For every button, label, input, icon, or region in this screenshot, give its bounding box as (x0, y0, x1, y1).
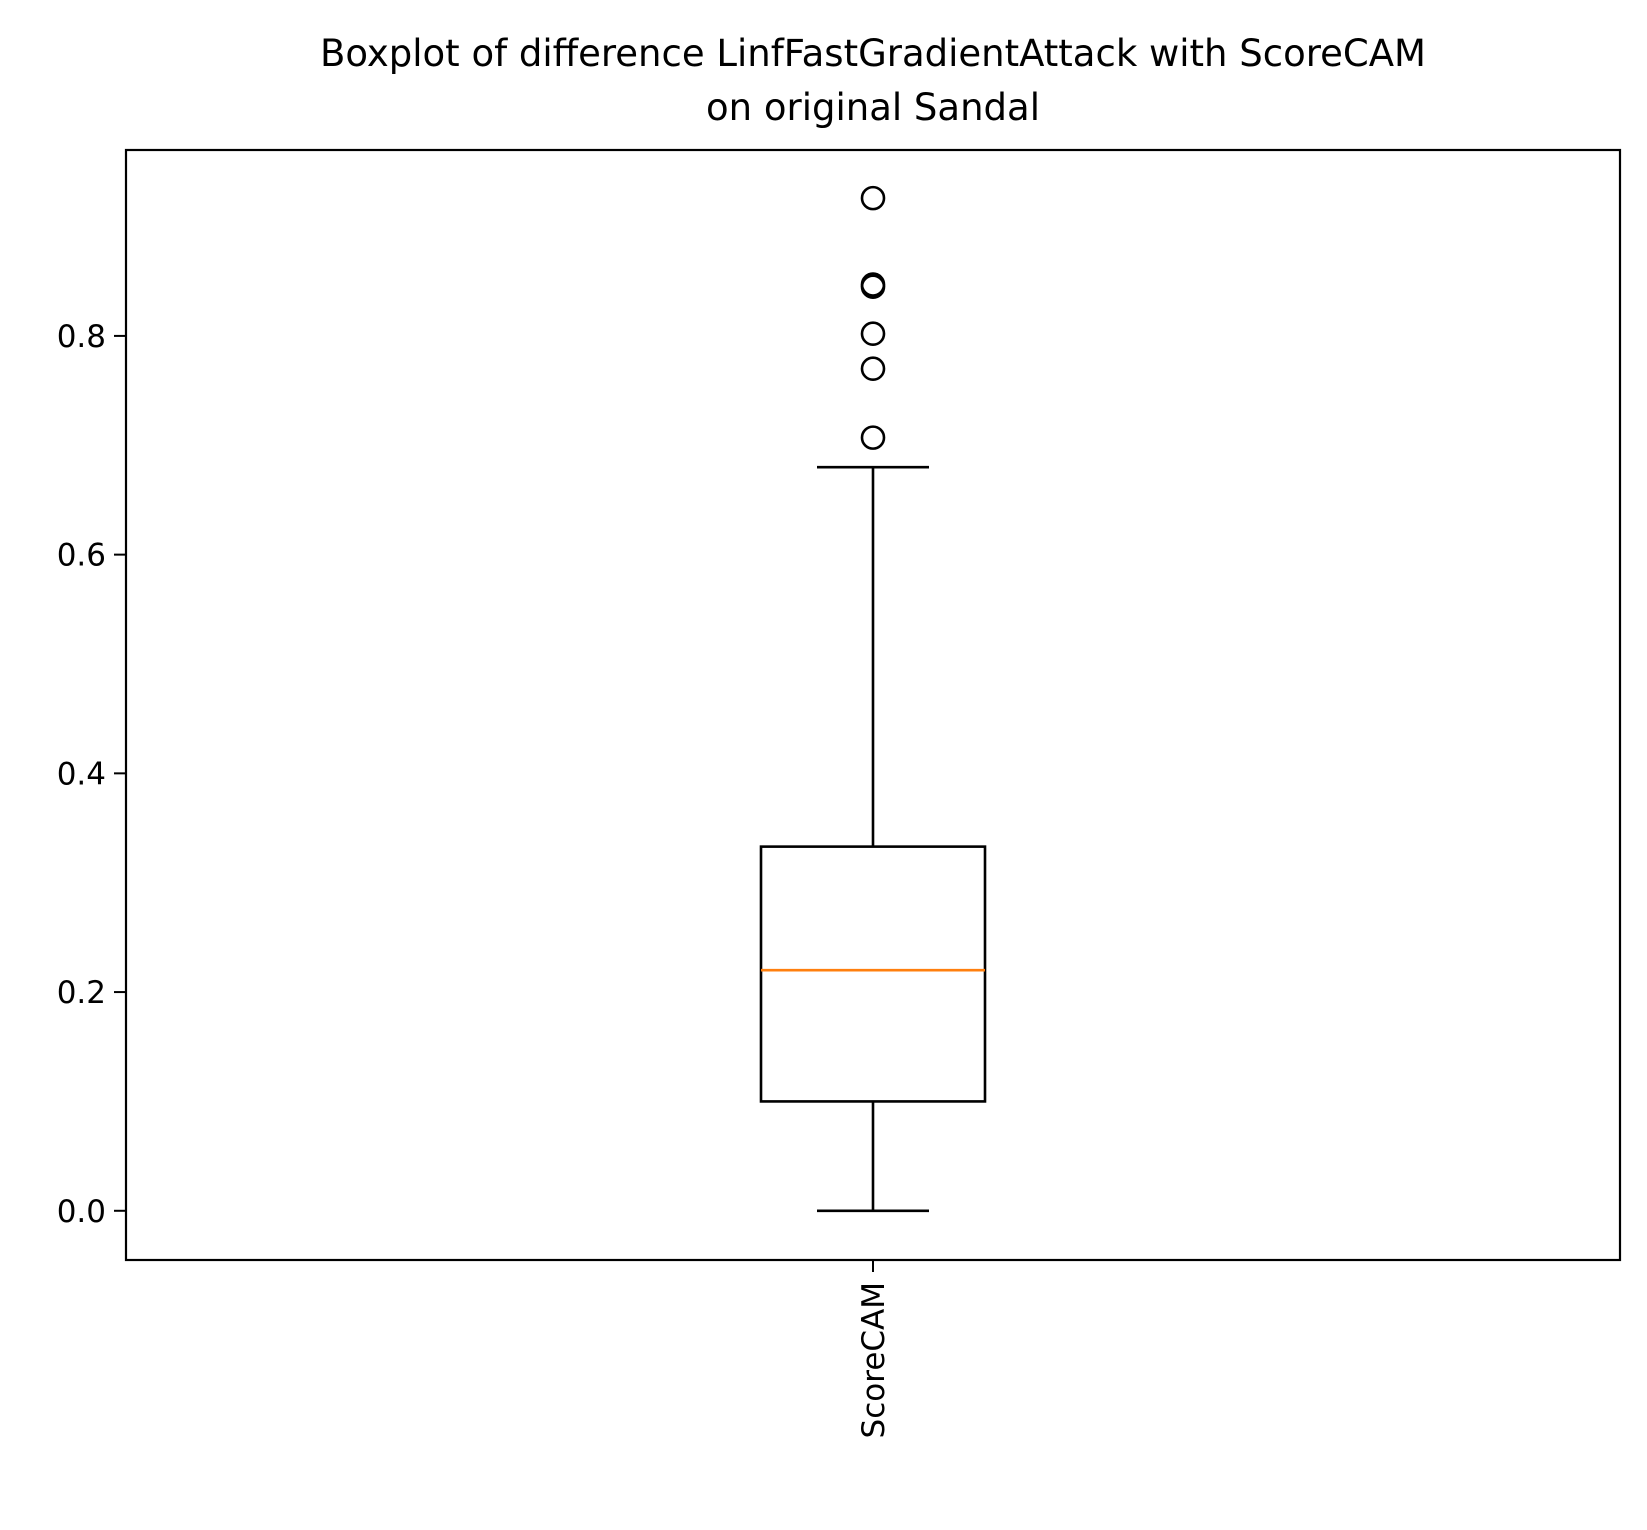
outlier-point (860, 356, 886, 382)
y-axis: 0.0 0.2 0.4 0.6 0.8 (57, 319, 126, 1230)
x-tick-label: ScoreCAM (856, 1282, 892, 1438)
iqr-box (759, 845, 987, 1103)
outlier-point (860, 321, 886, 347)
outlier-point (860, 185, 886, 211)
x-axis: ScoreCAM (856, 1260, 892, 1438)
plot-frame (124, 148, 1622, 1262)
outlier-point (860, 425, 886, 450)
y-tick-label: 0.2 (57, 975, 106, 1011)
y-tick-label: 0.8 (57, 319, 106, 355)
y-tick-label: 0.6 (57, 538, 106, 574)
y-tick-label: 0.0 (57, 1194, 106, 1230)
chart-title-line2: on original Sandal (706, 86, 1040, 129)
chart-title-line1: Boxplot of difference LinfFastGradientAt… (320, 32, 1426, 75)
outlier-point (860, 272, 886, 297)
boxplot-marks (759, 185, 987, 1213)
y-tick-label: 0.4 (57, 756, 106, 792)
